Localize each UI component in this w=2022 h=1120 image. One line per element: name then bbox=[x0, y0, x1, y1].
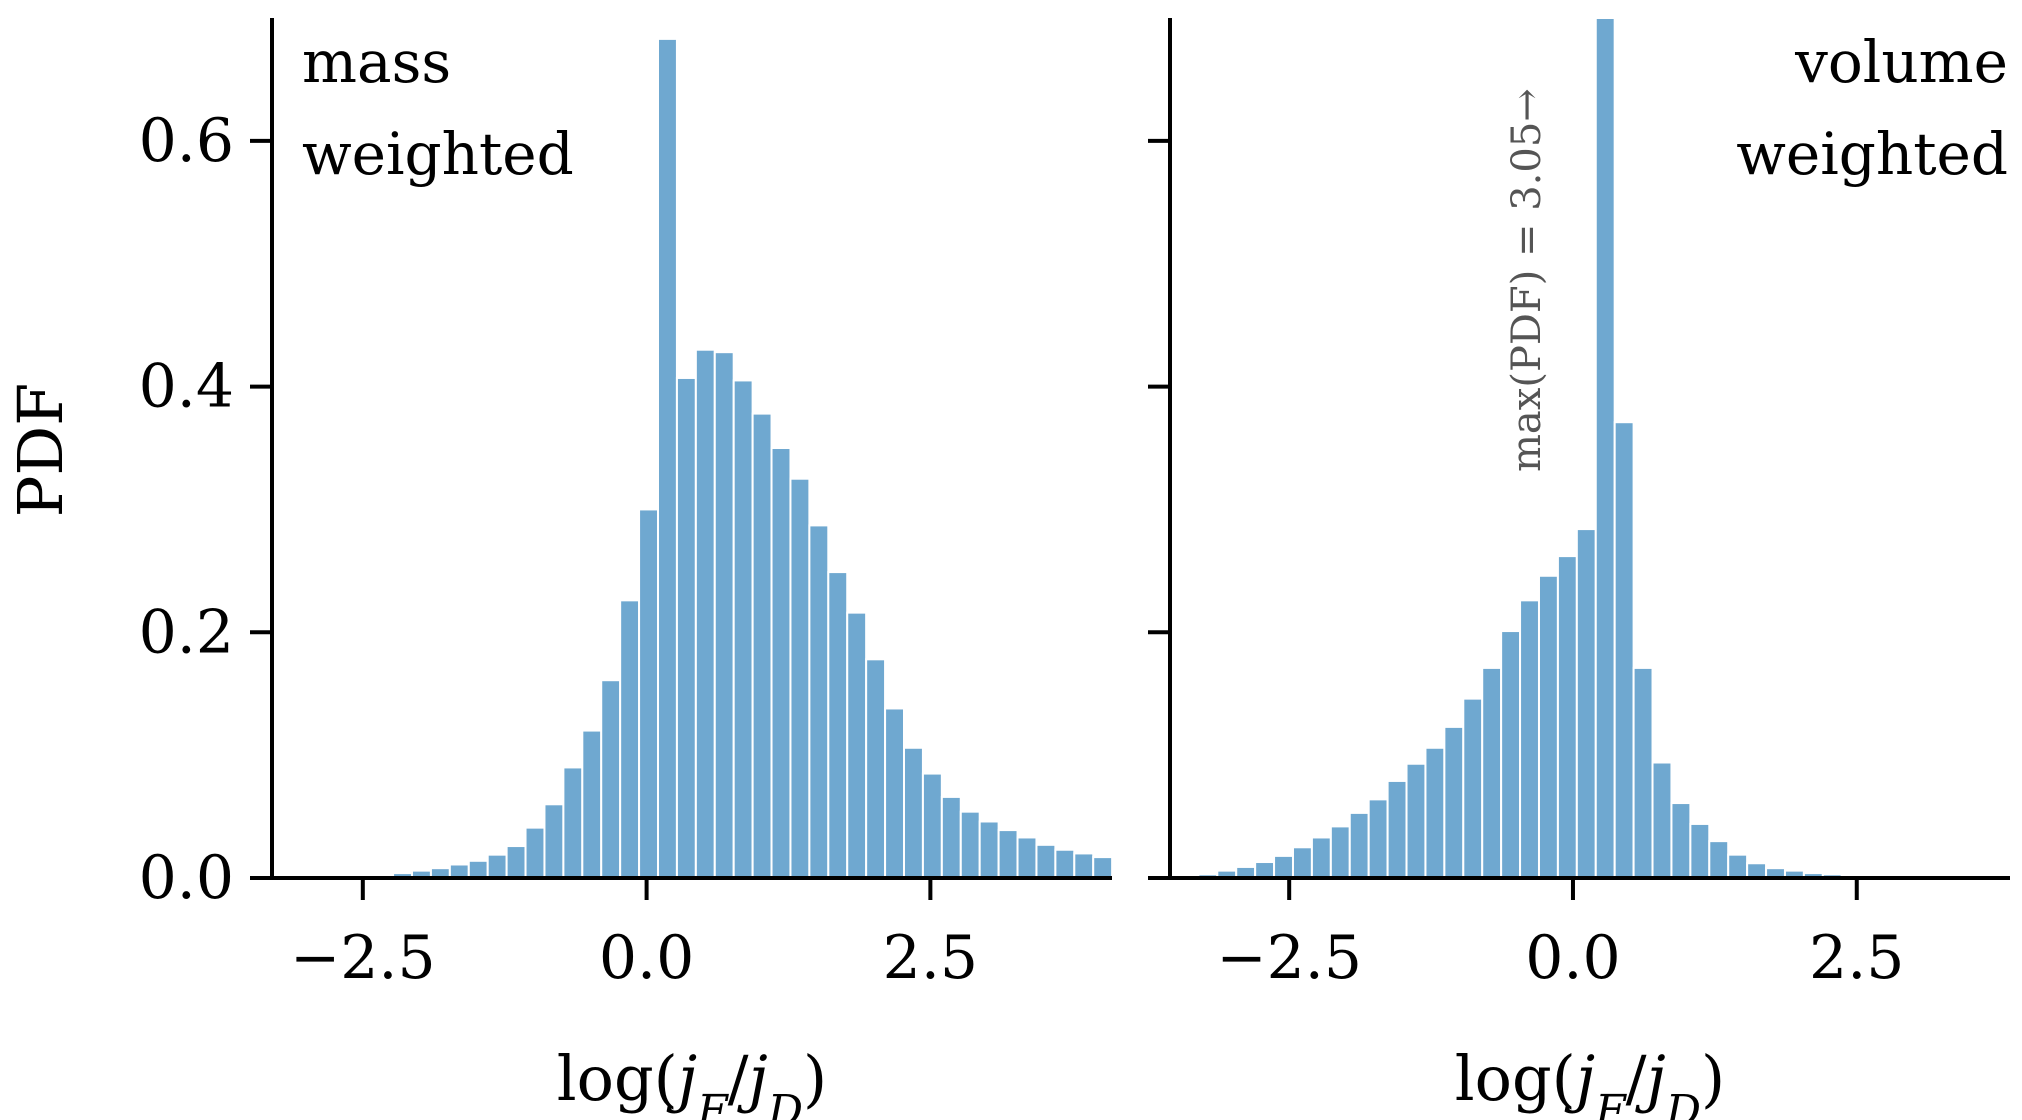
histogram-bar bbox=[1651, 761, 1673, 880]
histogram-bar bbox=[524, 826, 546, 880]
histogram-bar bbox=[486, 853, 508, 879]
histogram-bar bbox=[467, 859, 489, 879]
x-tick-label: 0.0 bbox=[599, 923, 694, 993]
histogram-bar bbox=[808, 524, 830, 880]
histogram-bar bbox=[751, 412, 773, 879]
histogram-bar bbox=[1254, 861, 1276, 880]
x-axis-title: log(jF/jD) bbox=[1455, 1042, 1725, 1120]
panel-label: mass bbox=[302, 28, 451, 96]
histogram-bar bbox=[978, 820, 1000, 879]
histogram-bar bbox=[1689, 822, 1711, 880]
histogram-bar bbox=[1500, 630, 1522, 879]
histogram-bar bbox=[448, 863, 470, 879]
histogram-bar bbox=[600, 679, 622, 880]
histogram-bar bbox=[1310, 836, 1332, 880]
histogram-bar bbox=[1016, 836, 1038, 880]
panel-label: volume bbox=[1794, 28, 2008, 96]
y-axis-title: PDF bbox=[4, 383, 77, 517]
histogram-bar bbox=[1746, 862, 1768, 880]
histogram-bar bbox=[1481, 666, 1503, 879]
histogram-bar bbox=[1708, 840, 1730, 880]
histogram-bar bbox=[903, 746, 924, 880]
histogram-bar bbox=[1054, 848, 1076, 879]
histogram-bar bbox=[732, 379, 754, 879]
panel-label: weighted bbox=[1736, 120, 2008, 188]
histogram-bar bbox=[865, 658, 887, 879]
histogram-bar bbox=[638, 508, 660, 879]
x-tick-label: −2.5 bbox=[1216, 923, 1362, 993]
histogram-bar bbox=[694, 348, 716, 879]
histogram-bar bbox=[789, 477, 811, 879]
histogram-bar bbox=[959, 810, 981, 879]
histogram-bar bbox=[1073, 852, 1095, 879]
histogram-bar bbox=[581, 729, 603, 879]
histogram-bar bbox=[1424, 746, 1446, 880]
histogram-bar bbox=[1727, 853, 1749, 879]
histogram-bar bbox=[1035, 843, 1057, 880]
histogram-bar bbox=[921, 772, 943, 880]
x-tick-label: 2.5 bbox=[1809, 923, 1904, 993]
left-panel: 0.0 0.2 0.4 0.6 −2.5 0.0 2.5 log(jF/jD) mass weig… bbox=[139, 18, 1114, 1120]
histogram-bar bbox=[1613, 421, 1635, 879]
histogram-bar bbox=[997, 829, 1019, 880]
histogram-bar bbox=[1291, 846, 1313, 879]
histogram-bar bbox=[675, 376, 697, 879]
histogram-bar bbox=[1092, 856, 1114, 879]
histogram-bar bbox=[827, 571, 849, 880]
y-tick-label: 0.0 bbox=[139, 843, 234, 913]
y-tick-label: 0.2 bbox=[139, 597, 234, 667]
histogram-bar bbox=[1632, 666, 1654, 879]
histogram-bar bbox=[1443, 725, 1465, 880]
histogram-bar bbox=[940, 795, 962, 879]
panel-label: weighted bbox=[302, 120, 574, 188]
max-pdf-annotation: max(PDF) = 3.05→ bbox=[1504, 88, 1550, 472]
histogram-bar bbox=[846, 611, 868, 879]
histogram-bar bbox=[505, 845, 527, 879]
histogram-bar bbox=[1273, 854, 1294, 880]
histogram-bar bbox=[770, 447, 792, 879]
histogram-bar bbox=[1670, 802, 1692, 879]
x-tick-label: −2.5 bbox=[290, 923, 436, 993]
x-tick-label: 0.0 bbox=[1525, 923, 1620, 993]
histogram-bar bbox=[1594, 17, 1616, 879]
histogram-bar bbox=[1556, 555, 1578, 879]
histogram-bar bbox=[1575, 528, 1597, 880]
histogram-bar bbox=[884, 707, 906, 880]
histogram-bar bbox=[1405, 762, 1427, 879]
histogram-bar bbox=[543, 803, 565, 879]
histogram-bar bbox=[713, 351, 735, 880]
histogram-bar bbox=[1537, 574, 1559, 880]
histogram-bar bbox=[1329, 825, 1351, 880]
histogram-bar bbox=[619, 599, 641, 880]
right-panel: −2.5 0.0 2.5 log(jF/jD) volume weighted max(PD… bbox=[1148, 17, 2010, 1120]
y-tick-label: 0.4 bbox=[139, 352, 234, 422]
histogram-bar bbox=[657, 37, 678, 879]
histogram-bar bbox=[1348, 811, 1370, 880]
x-tick-label: 2.5 bbox=[883, 923, 978, 993]
histogram-bar bbox=[1519, 599, 1540, 880]
y-tick-label: 0.6 bbox=[139, 106, 234, 176]
histogram-bar bbox=[1367, 798, 1389, 879]
x-axis-title: log(jF/jD) bbox=[557, 1042, 827, 1120]
histogram-bar bbox=[562, 766, 584, 879]
histogram-bar bbox=[1462, 697, 1484, 879]
histogram-bar bbox=[1386, 779, 1408, 879]
